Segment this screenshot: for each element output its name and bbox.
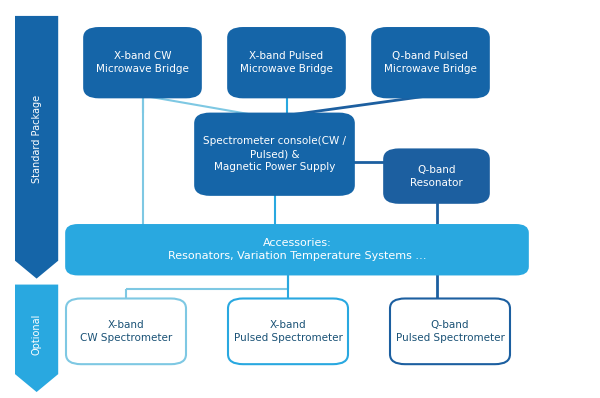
Text: Optional: Optional <box>32 314 41 355</box>
FancyBboxPatch shape <box>84 28 201 98</box>
FancyBboxPatch shape <box>195 113 354 195</box>
Text: X-band CW
Microwave Bridge: X-band CW Microwave Bridge <box>96 51 189 74</box>
FancyBboxPatch shape <box>228 298 348 364</box>
FancyBboxPatch shape <box>390 298 510 364</box>
Text: X-band
CW Spectrometer: X-band CW Spectrometer <box>80 320 172 343</box>
FancyBboxPatch shape <box>228 28 345 98</box>
Text: Q-band
Resonator: Q-band Resonator <box>410 164 463 188</box>
Text: X-band Pulsed
Microwave Bridge: X-band Pulsed Microwave Bridge <box>240 51 333 74</box>
FancyBboxPatch shape <box>384 149 489 203</box>
FancyBboxPatch shape <box>66 298 186 364</box>
Text: Spectrometer console(CW /
Pulsed) &
Magnetic Power Supply: Spectrometer console(CW / Pulsed) & Magn… <box>203 136 346 172</box>
FancyBboxPatch shape <box>66 225 528 275</box>
Polygon shape <box>15 285 58 392</box>
Text: Accessories:
Resonators, Variation Temperature Systems …: Accessories: Resonators, Variation Tempe… <box>168 238 426 261</box>
Text: Standard Package: Standard Package <box>32 95 41 183</box>
Text: X-band
Pulsed Spectrometer: X-band Pulsed Spectrometer <box>233 320 343 343</box>
Polygon shape <box>15 16 58 279</box>
Text: Q-band
Pulsed Spectrometer: Q-band Pulsed Spectrometer <box>395 320 505 343</box>
FancyBboxPatch shape <box>372 28 489 98</box>
Text: Q-band Pulsed
Microwave Bridge: Q-band Pulsed Microwave Bridge <box>384 51 477 74</box>
